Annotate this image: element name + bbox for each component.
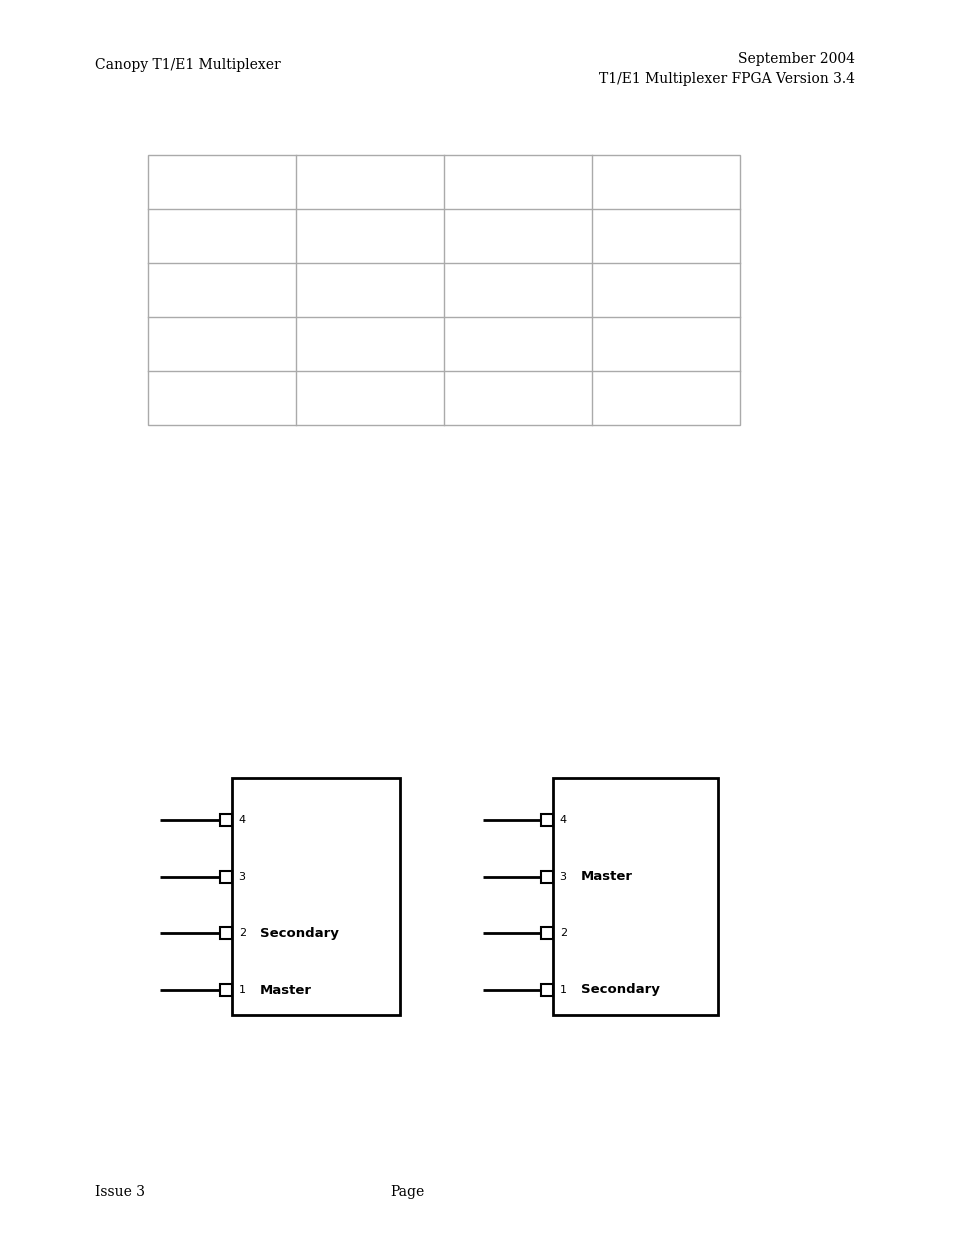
Text: 2: 2 xyxy=(559,927,566,939)
Text: September 2004: September 2004 xyxy=(738,52,854,65)
Bar xyxy=(540,871,553,883)
Text: Canopy T1/E1 Multiplexer: Canopy T1/E1 Multiplexer xyxy=(95,58,280,72)
Bar xyxy=(219,984,232,997)
Bar xyxy=(148,156,740,425)
Bar xyxy=(219,814,232,826)
Text: 1: 1 xyxy=(238,986,246,995)
Text: Master: Master xyxy=(580,871,632,883)
Text: 4: 4 xyxy=(559,815,566,825)
Text: Secondary: Secondary xyxy=(259,926,338,940)
Text: 2: 2 xyxy=(238,927,246,939)
Text: 4: 4 xyxy=(238,815,246,825)
Text: 3: 3 xyxy=(238,872,246,882)
Text: Page: Page xyxy=(390,1186,424,1199)
Bar xyxy=(553,778,718,1015)
Bar xyxy=(540,814,553,826)
Text: T1/E1 Multiplexer FPGA Version 3.4: T1/E1 Multiplexer FPGA Version 3.4 xyxy=(598,72,854,86)
Bar xyxy=(540,984,553,997)
Text: Issue 3: Issue 3 xyxy=(95,1186,145,1199)
Bar xyxy=(232,778,399,1015)
Text: Master: Master xyxy=(259,983,312,997)
Text: Secondary: Secondary xyxy=(580,983,659,997)
Text: 3: 3 xyxy=(559,872,566,882)
Bar xyxy=(540,926,553,939)
Text: 1: 1 xyxy=(559,986,566,995)
Bar xyxy=(219,926,232,939)
Bar xyxy=(219,871,232,883)
